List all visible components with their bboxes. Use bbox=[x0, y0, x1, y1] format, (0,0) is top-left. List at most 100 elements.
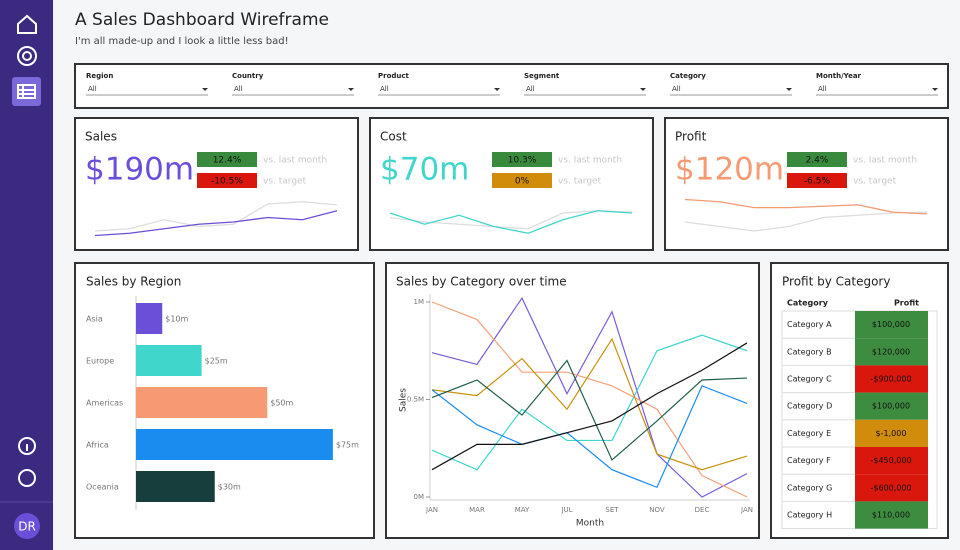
x-tick-label: JAN bbox=[425, 506, 438, 514]
badge-note: vs. last month bbox=[853, 156, 917, 166]
category-label: Asia bbox=[86, 315, 103, 324]
bar bbox=[136, 471, 215, 502]
sparkline bbox=[94, 210, 338, 237]
badge bbox=[787, 173, 847, 188]
value-label: $50m bbox=[270, 399, 293, 408]
row-profit: -$450,000 bbox=[870, 456, 911, 465]
info-icon[interactable] bbox=[18, 437, 36, 455]
profit-cell bbox=[855, 447, 928, 475]
table-icon-bg[interactable] bbox=[12, 77, 41, 106]
line-series bbox=[431, 342, 748, 471]
badge bbox=[197, 173, 257, 188]
filter-value[interactable]: All bbox=[380, 85, 389, 93]
row-profit: $100,000 bbox=[872, 320, 910, 329]
x-tick-label: NOV bbox=[649, 506, 665, 514]
row-category: Category A bbox=[787, 320, 832, 329]
dropdown-arrow bbox=[640, 88, 646, 91]
badge bbox=[492, 173, 552, 188]
row-profit: -$900,000 bbox=[870, 375, 911, 384]
badge-text: 12.4% bbox=[213, 156, 242, 166]
kpi-card bbox=[74, 117, 359, 251]
filter-label: Product bbox=[378, 72, 410, 80]
row-category: Category E bbox=[787, 429, 831, 438]
filter-value[interactable]: All bbox=[526, 85, 535, 93]
dropdown-arrow bbox=[348, 88, 354, 91]
badge-text: 2.4% bbox=[806, 156, 829, 166]
badge-text: -10.5% bbox=[211, 177, 243, 187]
category-label: Americas bbox=[86, 399, 123, 408]
y-tick-label: 0M bbox=[414, 493, 425, 501]
line-series bbox=[431, 334, 748, 471]
badge bbox=[787, 152, 847, 167]
line-series bbox=[431, 359, 748, 461]
sparkline bbox=[684, 198, 928, 215]
subtitle: I'm all made-up and I look a little less… bbox=[75, 36, 289, 47]
x-tick-label: JUL bbox=[560, 506, 572, 514]
row-profit: -$600,000 bbox=[870, 483, 911, 492]
help-icon[interactable] bbox=[18, 469, 36, 487]
row-profit: $-1,000 bbox=[876, 429, 907, 438]
row-category: Category D bbox=[787, 402, 832, 411]
x-axis-label: Month bbox=[576, 519, 604, 529]
filter-value[interactable]: All bbox=[672, 85, 681, 93]
badge-note: vs. last month bbox=[263, 156, 327, 166]
sparkline bbox=[684, 211, 928, 232]
profit-cell bbox=[855, 392, 928, 420]
row-category: Category H bbox=[787, 511, 832, 520]
value-label: $75m bbox=[336, 441, 359, 450]
badge-note: vs. target bbox=[558, 177, 602, 187]
filter-value[interactable]: All bbox=[818, 85, 827, 93]
category-label: Europe bbox=[86, 357, 114, 366]
line-series bbox=[431, 296, 748, 498]
value-label: $10m bbox=[165, 315, 188, 324]
kpi-title: Cost bbox=[380, 130, 407, 144]
filter-label: Region bbox=[86, 72, 113, 80]
title: A Sales Dashboard Wireframe bbox=[75, 10, 329, 30]
line-series bbox=[431, 301, 748, 498]
column-header: Profit bbox=[894, 299, 919, 308]
row-profit: $100,000 bbox=[872, 402, 910, 411]
x-tick-label: MAY bbox=[515, 506, 530, 514]
row-category: Category F bbox=[787, 456, 831, 465]
nav-icons bbox=[12, 14, 41, 487]
badge bbox=[492, 152, 552, 167]
kpi-title: Profit bbox=[675, 130, 707, 144]
row-profit: $110,000 bbox=[872, 511, 910, 520]
profit-cell bbox=[855, 338, 928, 366]
table-icon[interactable] bbox=[17, 84, 36, 99]
bar bbox=[136, 303, 163, 334]
target-icon[interactable] bbox=[17, 46, 37, 66]
filter-value[interactable]: All bbox=[88, 85, 97, 93]
profit-cell bbox=[855, 365, 928, 393]
kpi-value: $120m bbox=[675, 152, 784, 188]
panel-title: Sales by Category over time bbox=[396, 275, 567, 289]
sparkline bbox=[389, 210, 633, 234]
row-category: Category C bbox=[787, 375, 832, 384]
value-label: $25m bbox=[205, 357, 228, 366]
profit-cell bbox=[855, 501, 928, 529]
filter-value[interactable]: All bbox=[234, 85, 243, 93]
bar bbox=[136, 387, 268, 418]
y-tick-label: 1M bbox=[414, 298, 425, 306]
row-profit: $120,000 bbox=[872, 347, 910, 356]
kpi-title: Sales bbox=[85, 130, 117, 144]
avatar-initials: DR bbox=[18, 520, 36, 534]
x-tick-label: SET bbox=[605, 506, 619, 514]
badge bbox=[197, 152, 257, 167]
avatar[interactable] bbox=[14, 513, 40, 539]
y-axis-label: Sales bbox=[399, 388, 409, 412]
profit-cell bbox=[855, 419, 928, 447]
x-tick-label: DEC bbox=[695, 506, 710, 514]
kpi-value: $70m bbox=[380, 152, 469, 188]
category-label: Oceania bbox=[86, 483, 119, 492]
dropdown-arrow bbox=[494, 88, 500, 91]
panel-title: Sales by Region bbox=[86, 275, 181, 289]
sparkline bbox=[94, 201, 338, 232]
bar bbox=[136, 345, 202, 376]
filter-label: Month/Year bbox=[816, 72, 862, 80]
filter-label: Category bbox=[670, 72, 706, 80]
profit-cell bbox=[855, 311, 928, 339]
home-icon[interactable] bbox=[17, 14, 37, 34]
